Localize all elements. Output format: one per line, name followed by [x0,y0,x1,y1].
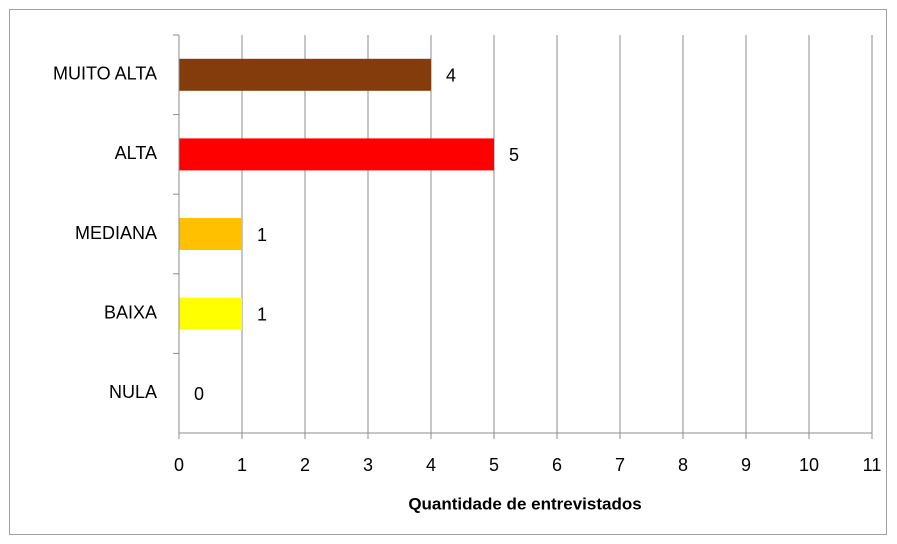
bar [179,218,242,250]
x-tick-label: 2 [300,455,310,475]
x-tick-label: 9 [741,455,751,475]
value-label: 4 [446,66,456,86]
x-tick-label: 3 [363,455,373,475]
bar [179,138,494,171]
y-tick-label: NULA [109,382,157,402]
x-tick-label: 10 [799,455,819,475]
y-tick-label: ALTA [115,143,157,163]
value-label: 1 [257,225,267,245]
value-label: 5 [509,145,519,165]
x-axis-label: Quantidade de entrevistados [408,494,641,513]
x-tick-label: 1 [237,455,247,475]
x-tick-label: 4 [426,455,436,475]
y-tick-label: MUITO ALTA [53,64,157,84]
bar [179,58,431,91]
y-tick-label: BAIXA [104,302,157,322]
x-tick-label: 0 [174,455,184,475]
x-tick-label: 5 [489,455,499,475]
chart-frame [9,9,887,535]
x-tick-label: 7 [615,455,625,475]
x-tick-label: 8 [678,455,688,475]
bar [179,297,242,330]
value-label: 1 [257,304,267,324]
y-tick-label: MEDIANA [75,223,157,243]
x-tick-label: 6 [552,455,562,475]
value-label: 0 [194,384,204,404]
x-tick-label: 11 [863,455,882,475]
